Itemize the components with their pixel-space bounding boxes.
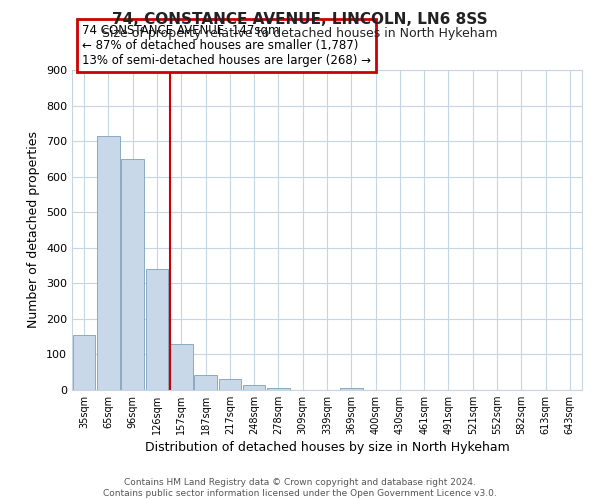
Text: Contains HM Land Registry data © Crown copyright and database right 2024.
Contai: Contains HM Land Registry data © Crown c…	[103, 478, 497, 498]
Bar	[267, 388, 290, 390]
Bar	[194, 375, 217, 390]
X-axis label: Distribution of detached houses by size in North Hykeham: Distribution of detached houses by size …	[145, 442, 509, 454]
Bar	[170, 344, 193, 390]
Bar	[73, 335, 95, 390]
Text: 74, CONSTANCE AVENUE, LINCOLN, LN6 8SS: 74, CONSTANCE AVENUE, LINCOLN, LN6 8SS	[112, 12, 488, 28]
Text: Size of property relative to detached houses in North Hykeham: Size of property relative to detached ho…	[102, 28, 498, 40]
Bar	[243, 384, 265, 390]
Bar	[121, 159, 144, 390]
Y-axis label: Number of detached properties: Number of detached properties	[28, 132, 40, 328]
Bar	[146, 269, 168, 390]
Bar	[97, 136, 120, 390]
Bar	[340, 388, 362, 390]
Text: 74 CONSTANCE AVENUE: 147sqm
← 87% of detached houses are smaller (1,787)
13% of : 74 CONSTANCE AVENUE: 147sqm ← 87% of det…	[82, 24, 371, 67]
Bar	[218, 380, 241, 390]
